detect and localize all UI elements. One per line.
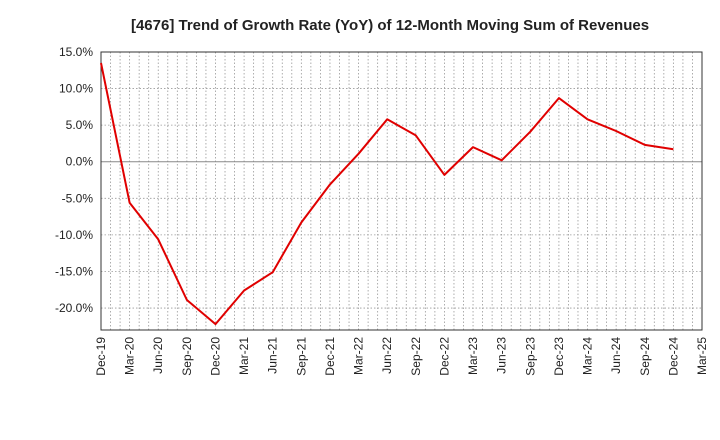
y-tick-label: 10.0% (59, 82, 93, 96)
y-tick-label: 5.0% (66, 118, 94, 132)
x-axis: Dec-19 Mar-20 Jun-20 Sep-20 Dec-20 Mar-21 Jun-… (94, 337, 709, 376)
y-tick-label: -20.0% (55, 301, 93, 315)
x-tick-label: Jun-21 (266, 337, 280, 374)
x-tick-label: Sep-24 (638, 337, 652, 376)
x-tick-label: Mar-25 (695, 337, 709, 375)
x-tick-label: Sep-20 (180, 337, 194, 376)
y-axis: 15.0% 10.0% 5.0% 0.0% -5.0% -10.0% -15.0% -20.0… (55, 45, 93, 315)
grid (101, 51, 702, 330)
chart-title: [4676] Trend of Growth Rate (YoY) of 12-… (131, 17, 649, 34)
x-tick-label: Sep-23 (523, 337, 537, 376)
series-layer (100, 62, 674, 326)
x-tick-label: Mar-22 (352, 337, 366, 375)
x-tick-label: Dec-20 (208, 337, 222, 376)
x-tick-label: Mar-21 (237, 337, 251, 375)
x-tick-label: Jun-24 (609, 337, 623, 374)
x-tick-label: Mar-24 (581, 337, 595, 375)
x-tick-label: Mar-20 (123, 337, 137, 375)
x-tick-label: Dec-22 (437, 337, 451, 376)
plot-area (100, 51, 703, 331)
x-tick-label: Mar-23 (466, 337, 480, 375)
x-tick-label: Dec-21 (323, 337, 337, 376)
x-tick-label: Sep-22 (409, 337, 423, 376)
y-tick-label: -15.0% (55, 264, 93, 278)
x-tick-label: Dec-19 (94, 337, 108, 376)
y-tick-label: -10.0% (55, 228, 93, 242)
y-tick-label: -5.0% (62, 191, 94, 205)
x-tick-label: Sep-21 (294, 337, 308, 376)
x-tick-label: Jun-22 (380, 337, 394, 374)
x-tick-label: Jun-20 (151, 337, 165, 374)
x-tick-label: Dec-24 (666, 337, 680, 376)
x-tick-label: Dec-23 (552, 337, 566, 376)
y-tick-label: 15.0% (59, 45, 93, 59)
y-tick-label: 0.0% (66, 155, 94, 169)
series-line (100, 62, 674, 326)
x-tick-label: Jun-23 (495, 337, 509, 374)
